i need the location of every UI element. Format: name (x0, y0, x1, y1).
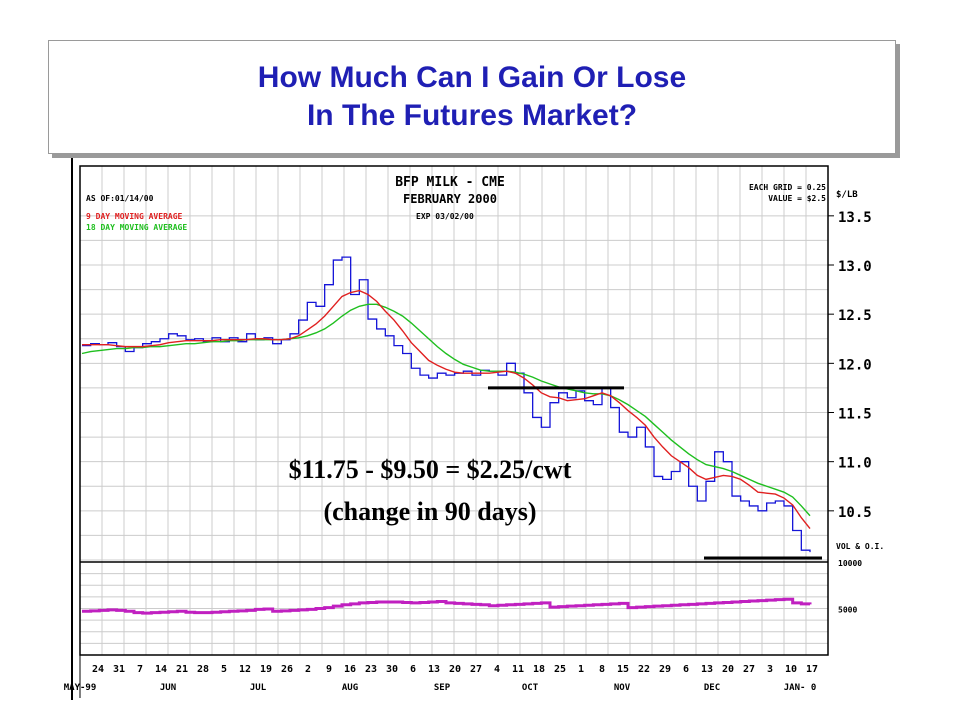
y-unit-label: $/LB (836, 190, 858, 200)
x-day-label: 6 (410, 664, 416, 675)
volume-tick-label: 5000 (838, 606, 857, 615)
x-day-label: 16 (344, 664, 356, 675)
chart-subtitle: FEBRUARY 2000 (403, 192, 497, 206)
x-day-label: 25 (554, 664, 566, 675)
chart-grid (79, 166, 829, 656)
x-month-label: AUG (342, 683, 358, 693)
volume-label: VOL & O.I. (836, 542, 884, 551)
x-day-label: 20 (449, 664, 461, 675)
chart-title: BFP MILK - CME (395, 175, 505, 190)
x-day-label: 3 (767, 664, 773, 675)
x-month-label: NOV (614, 683, 631, 693)
y-tick-label: 13.0 (838, 259, 872, 275)
x-day-label: 26 (281, 664, 293, 675)
x-day-label: 15 (617, 664, 629, 675)
chart-labels: BFP MILK - CME FEBRUARY 2000 AS OF:01/14/0… (64, 175, 884, 693)
x-month-label: JUN (160, 683, 176, 693)
x-day-label: 10 (785, 664, 797, 675)
x-day-label: 27 (743, 664, 755, 675)
x-month-label: DEC (704, 683, 720, 693)
chart-frame (71, 155, 829, 700)
x-day-label: 14 (155, 664, 167, 675)
ma18-line (81, 303, 811, 517)
x-day-label: 28 (197, 664, 209, 675)
x-day-label: 23 (365, 664, 377, 675)
x-day-label: 11 (512, 664, 524, 675)
y-tick-label: 13.5 (838, 210, 872, 226)
x-day-label: 12 (239, 664, 251, 675)
x-month-label: JAN- 0 (784, 683, 817, 693)
x-day-label: 20 (722, 664, 734, 675)
slide-title-line-1: How Much Can I Gain Or Lose (257, 61, 687, 94)
x-day-label: 7 (137, 664, 143, 675)
x-day-label: 4 (494, 664, 500, 675)
x-day-label: 2 (305, 664, 311, 675)
x-day-label: 13 (701, 664, 713, 675)
x-day-label: 27 (470, 664, 482, 675)
chart-annotations (488, 386, 822, 560)
annotation-calculation: $11.75 - $9.50 = $2.25/cwt (288, 455, 572, 484)
grid-note: EACH GRID = 0.25 (749, 183, 826, 192)
value-note: VALUE = $2.5 (768, 194, 826, 203)
x-day-label: 19 (260, 664, 272, 675)
x-day-label: 21 (176, 664, 188, 675)
x-month-label: JUL (250, 683, 267, 693)
x-month-label: SEP (434, 683, 451, 693)
x-day-label: 5 (221, 664, 227, 675)
x-day-label: 31 (113, 664, 125, 675)
x-day-label: 8 (599, 664, 605, 675)
legend-entry: 18 DAY MOVING AVERAGE (86, 223, 187, 232)
x-day-label: 29 (659, 664, 671, 675)
chart-series (81, 256, 812, 615)
ma9-line (82, 289, 811, 529)
y-tick-label: 12.5 (838, 308, 872, 324)
slide-title-box: How Much Can I Gain Or Lose In The Futur… (48, 40, 896, 154)
x-month-label: MAY-99 (64, 683, 97, 693)
y-tick-label: 11.5 (838, 407, 872, 423)
x-day-label: 24 (92, 664, 104, 675)
annotation-change-note: (change in 90 days) (323, 497, 537, 526)
x-day-label: 9 (326, 664, 332, 675)
slide-title-line-2: In The Futures Market? (306, 99, 638, 132)
legend-entry: 9 DAY MOVING AVERAGE (86, 212, 183, 221)
y-tick-label: 11.0 (838, 456, 872, 472)
price-line (82, 256, 811, 553)
x-day-label: 18 (533, 664, 545, 675)
x-month-label: OCT (522, 683, 539, 693)
expiry-label: EXP 03/02/00 (416, 212, 474, 221)
y-tick-label: 10.5 (838, 505, 872, 521)
x-day-label: 1 (578, 664, 584, 675)
volume-line (82, 597, 812, 615)
plot-frame (79, 165, 829, 656)
y-tick-label: 12.0 (838, 357, 872, 373)
as-of-label: AS OF:01/14/00 (86, 194, 154, 203)
volume-tick-label: 10000 (838, 559, 862, 568)
x-day-label: 6 (683, 664, 689, 675)
x-day-label: 30 (386, 664, 398, 675)
x-day-label: 17 (806, 664, 818, 675)
x-day-label: 22 (638, 664, 650, 675)
x-day-label: 13 (428, 664, 440, 675)
